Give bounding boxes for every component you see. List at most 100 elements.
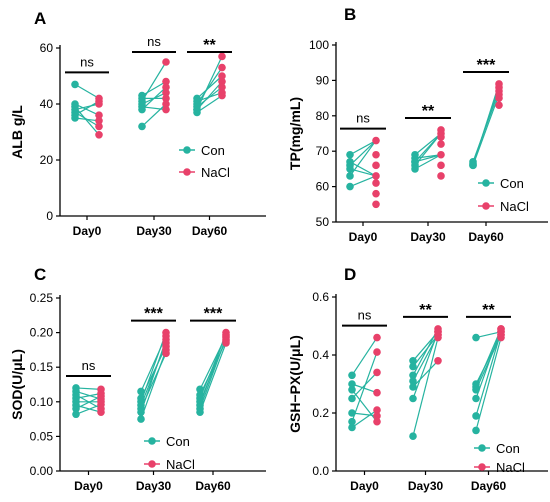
y-tick-label: 0.2 [312, 406, 329, 420]
pair-line [472, 83, 500, 166]
con-point [411, 165, 419, 173]
pair-line [74, 83, 100, 99]
x-tick-label: Day60 [195, 479, 231, 493]
con-point [346, 182, 354, 191]
x-tick-label: Day0 [74, 479, 103, 493]
con-point [472, 386, 480, 394]
nacl-point [372, 136, 380, 145]
y-axis-label: ALB g/L [9, 105, 25, 159]
pair-line [75, 404, 102, 415]
con-point [409, 383, 417, 391]
con-point [196, 408, 204, 416]
y-tick-label: 60 [316, 180, 330, 194]
pair-line [196, 56, 223, 110]
pair-line [141, 86, 167, 111]
pair-line [349, 161, 377, 177]
pair-line [349, 140, 377, 177]
con-point [472, 426, 480, 435]
con-point [409, 394, 417, 403]
y-tick-label: 0.0 [312, 464, 329, 478]
nacl-point [372, 161, 380, 170]
legend-con-marker [482, 179, 490, 187]
x-tick-label: Day30 [408, 479, 444, 493]
nacl-point [373, 348, 381, 356]
con-point [469, 161, 477, 170]
y-tick-label: 70 [316, 144, 330, 158]
y-tick-label: 60 [40, 41, 54, 55]
con-point [348, 386, 356, 394]
significance-label: ** [422, 103, 435, 120]
y-tick-label: 0.00 [30, 464, 54, 478]
legend-nacl-label: NaCl [201, 165, 230, 180]
y-axis-label: SOD(U/μL) [9, 349, 25, 420]
con-point [348, 371, 356, 380]
nacl-point [437, 161, 445, 170]
pair-line [199, 332, 227, 406]
legend-con-marker [183, 146, 191, 154]
con-point [409, 432, 417, 441]
pair-line [475, 337, 502, 431]
nacl-point [434, 357, 442, 365]
pair-line [475, 328, 502, 399]
nacl-point [162, 94, 170, 103]
con-point [138, 105, 146, 114]
con-point [348, 423, 356, 432]
pair-line [349, 175, 377, 188]
legend: Con NaCl [179, 143, 230, 180]
nacl-point [495, 94, 503, 102]
nacl-point [373, 388, 381, 397]
nacl-point [437, 150, 445, 159]
legend-con-marker [478, 444, 486, 452]
nacl-point [437, 133, 445, 141]
pair-line [141, 81, 167, 97]
pair-line [475, 331, 502, 339]
panel-c: C 0.00 0.05 0.10 0.15 0.20 0.25 SOD(U/μL) Day0 ns… [9, 265, 266, 493]
significance-label: *** [144, 306, 163, 323]
nacl-point [497, 333, 505, 342]
con-point [72, 410, 80, 419]
y-tick-label: 0.20 [30, 326, 54, 340]
y-tick-label: 100 [309, 38, 329, 52]
nacl-point [162, 349, 170, 358]
pair-line [196, 81, 223, 110]
nacl-point [218, 63, 226, 72]
con-point [346, 165, 354, 173]
x-tick-label: Day0 [349, 230, 378, 244]
nacl-point [95, 111, 103, 119]
y-tick-label: 0.4 [312, 348, 329, 362]
pair-line [140, 349, 167, 420]
pair-line [412, 328, 439, 376]
legend-nacl-marker [482, 202, 490, 210]
pair-line [74, 103, 100, 116]
pair-line [199, 337, 227, 409]
pair-line [141, 103, 167, 127]
con-point [137, 415, 145, 423]
con-point [138, 122, 146, 131]
con-point [409, 371, 417, 380]
pair-line [412, 334, 439, 367]
pair-line [351, 409, 378, 428]
x-tick-label: Day0 [350, 479, 379, 493]
x-tick-label: Day60 [468, 230, 504, 244]
significance-label: ** [482, 302, 495, 319]
nacl-point [162, 100, 170, 108]
con-point [72, 404, 80, 413]
legend-nacl-marker [148, 460, 156, 468]
nacl-point [162, 105, 170, 114]
panel-letter: D [344, 265, 356, 284]
pair-line [141, 106, 167, 111]
pair-line [140, 339, 167, 413]
y-tick-label: 0.25 [30, 291, 54, 305]
legend: Con NaCl [474, 441, 525, 475]
nacl-point [372, 189, 380, 198]
legend-con-label: Con [201, 143, 225, 158]
nacl-point [437, 172, 445, 180]
pair-line [75, 395, 102, 410]
nacl-point [97, 408, 105, 416]
legend-con-label: Con [496, 441, 520, 456]
y-tick-label: 0.05 [30, 429, 54, 443]
nacl-point [162, 77, 170, 86]
nacl-point [373, 406, 381, 414]
y-axis-label: GSH−PX(U/μL) [287, 335, 303, 433]
nacl-point [218, 52, 226, 61]
